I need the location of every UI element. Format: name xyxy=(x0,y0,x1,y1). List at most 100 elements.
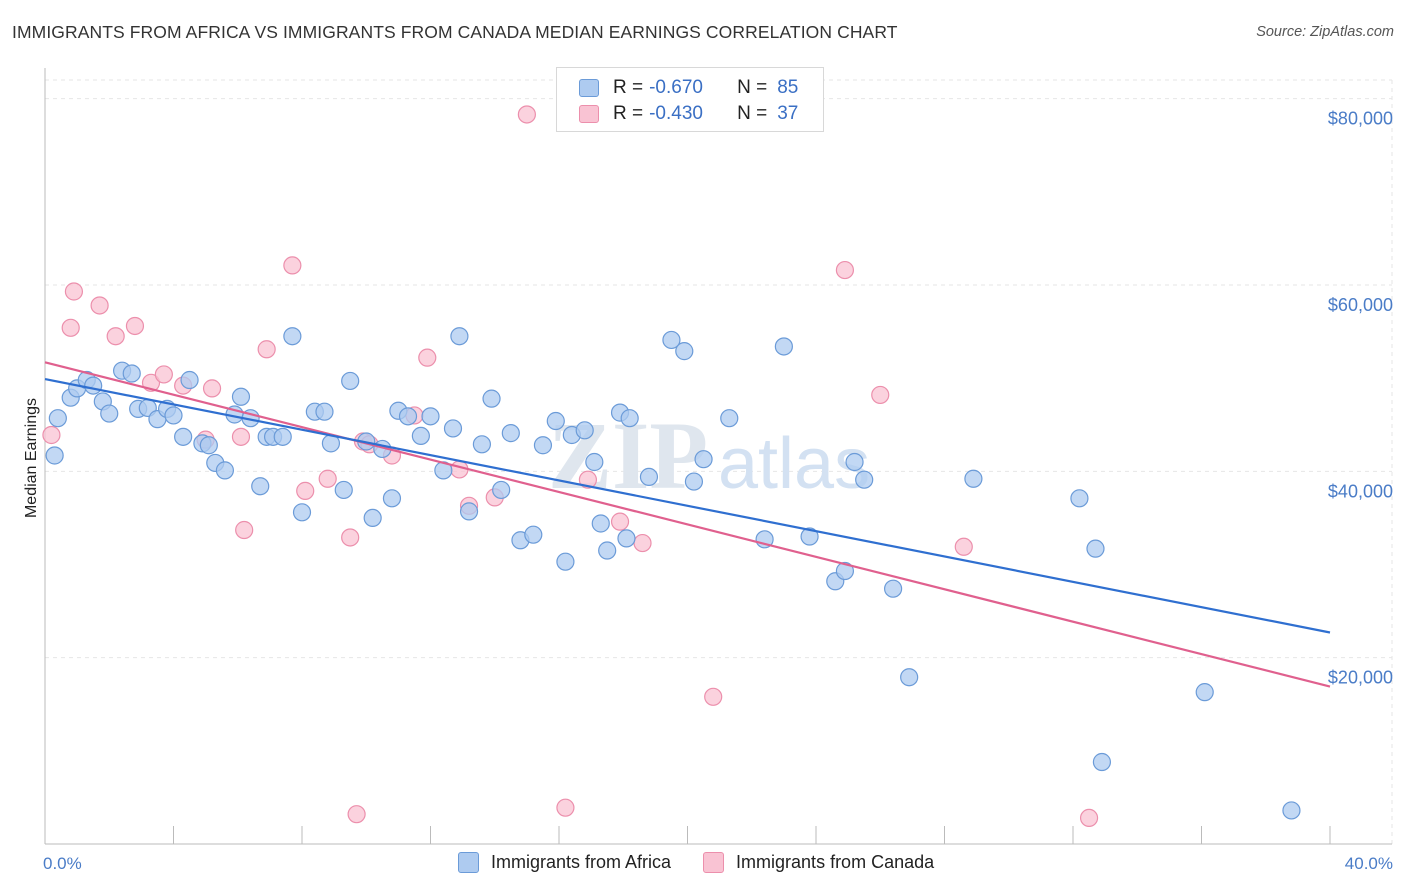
canada-point xyxy=(90,296,109,315)
canada-point xyxy=(347,805,366,824)
canada-point xyxy=(341,528,360,547)
africa-r-label: R = xyxy=(613,77,644,98)
source-credit: Source: ZipAtlas.com xyxy=(1256,24,1394,40)
africa-point xyxy=(292,503,312,522)
africa-trend-line xyxy=(44,377,1331,634)
canada-point xyxy=(154,365,173,384)
africa-point xyxy=(662,330,681,350)
canada-point xyxy=(42,425,61,445)
africa-point xyxy=(122,364,141,383)
africa-point xyxy=(459,502,479,521)
africa-point xyxy=(883,579,903,598)
y-tick-labels: $20,000 $40,000 $60,000 $80,000 xyxy=(1328,109,1393,688)
correlation-legend: R = -0.670 N = 85 R = -0.430 N = 37 xyxy=(556,67,824,132)
canada-point xyxy=(633,533,652,553)
y-tick-label: $80,000 xyxy=(1328,109,1393,129)
africa-point xyxy=(334,480,353,500)
africa-points xyxy=(45,327,1301,820)
africa-point xyxy=(1070,489,1089,508)
africa-point xyxy=(341,371,360,391)
africa-point xyxy=(855,470,874,489)
africa-point xyxy=(546,411,565,431)
africa-point xyxy=(720,409,739,428)
africa-point xyxy=(174,427,193,446)
africa-r-value: -0.670 xyxy=(649,77,703,98)
canada-point xyxy=(418,348,437,367)
canada-point xyxy=(954,537,973,556)
canada-point xyxy=(1079,808,1099,828)
legend-item-canada[interactable]: Immigrants from Canada xyxy=(703,852,934,873)
africa-point xyxy=(398,407,418,426)
canada-point xyxy=(231,427,251,446)
canada-point xyxy=(61,318,80,337)
africa-point xyxy=(443,419,463,438)
africa-point xyxy=(800,527,819,546)
africa-point xyxy=(556,552,575,571)
africa-point xyxy=(231,387,251,406)
africa-point xyxy=(382,489,402,508)
africa-point xyxy=(845,452,864,472)
legend-item-africa[interactable]: Immigrants from Africa xyxy=(458,852,671,873)
africa-point xyxy=(45,446,64,465)
africa-point xyxy=(835,561,855,581)
canada-point xyxy=(257,340,276,359)
canada-points xyxy=(42,105,1099,828)
africa-point xyxy=(421,407,440,426)
canada-point xyxy=(296,481,315,500)
x-tick-label-max: 40.0% xyxy=(1345,854,1393,873)
africa-point xyxy=(620,409,639,428)
africa-point xyxy=(1282,801,1301,820)
canada-point xyxy=(235,520,254,540)
africa-point xyxy=(411,426,430,446)
axes xyxy=(44,68,1392,845)
legend-row-africa: R = -0.670 N = 85 xyxy=(579,76,798,100)
africa-point xyxy=(533,436,553,455)
africa-point xyxy=(524,525,543,544)
africa-point xyxy=(251,477,270,496)
canada-trend-line xyxy=(44,361,1331,688)
canada-n-label: N = xyxy=(737,103,768,124)
africa-point xyxy=(363,508,382,528)
y-tick-label: $60,000 xyxy=(1328,295,1393,315)
africa-point xyxy=(1195,683,1214,702)
canada-point xyxy=(835,260,855,280)
africa-point xyxy=(675,342,694,361)
africa-point xyxy=(575,421,594,440)
africa-point xyxy=(84,376,103,395)
canada-point xyxy=(517,105,536,124)
africa-point xyxy=(283,327,302,346)
x-tick-labels: 0.0% 40.0% xyxy=(43,854,1393,873)
canada-point xyxy=(556,798,575,817)
africa-point xyxy=(598,541,617,560)
africa-n-value: 85 xyxy=(777,77,799,98)
canada-point xyxy=(704,687,723,706)
canada-r-value: -0.430 xyxy=(649,103,703,124)
y-tick-label: $40,000 xyxy=(1328,481,1393,501)
africa-point xyxy=(48,409,67,428)
africa-point xyxy=(1086,539,1105,558)
x-tick-label-min: 0.0% xyxy=(43,854,82,873)
y-tick-label: $20,000 xyxy=(1328,668,1393,688)
canada-point xyxy=(871,385,890,405)
canada-r-label: R = xyxy=(613,103,644,124)
africa-point xyxy=(964,469,983,488)
africa-point xyxy=(1092,752,1112,772)
canada-point xyxy=(64,282,84,301)
canada-legend-label: Immigrants from Canada xyxy=(736,852,935,872)
africa-point xyxy=(482,389,501,408)
canada-point xyxy=(125,316,145,336)
africa-point xyxy=(273,427,292,446)
watermark-atlas: atlas xyxy=(718,424,870,504)
africa-point xyxy=(450,327,469,346)
africa-point xyxy=(315,402,334,421)
africa-point xyxy=(164,406,183,425)
africa-point xyxy=(180,370,199,390)
africa-point xyxy=(617,529,636,548)
canada-point xyxy=(106,327,125,346)
africa-point xyxy=(215,461,234,480)
watermark: ZIP atlas xyxy=(548,402,870,509)
chart-title: IMMIGRANTS FROM AFRICA VS IMMIGRANTS FRO… xyxy=(12,22,898,42)
africa-point xyxy=(501,424,520,443)
trend-lines xyxy=(44,361,1331,688)
